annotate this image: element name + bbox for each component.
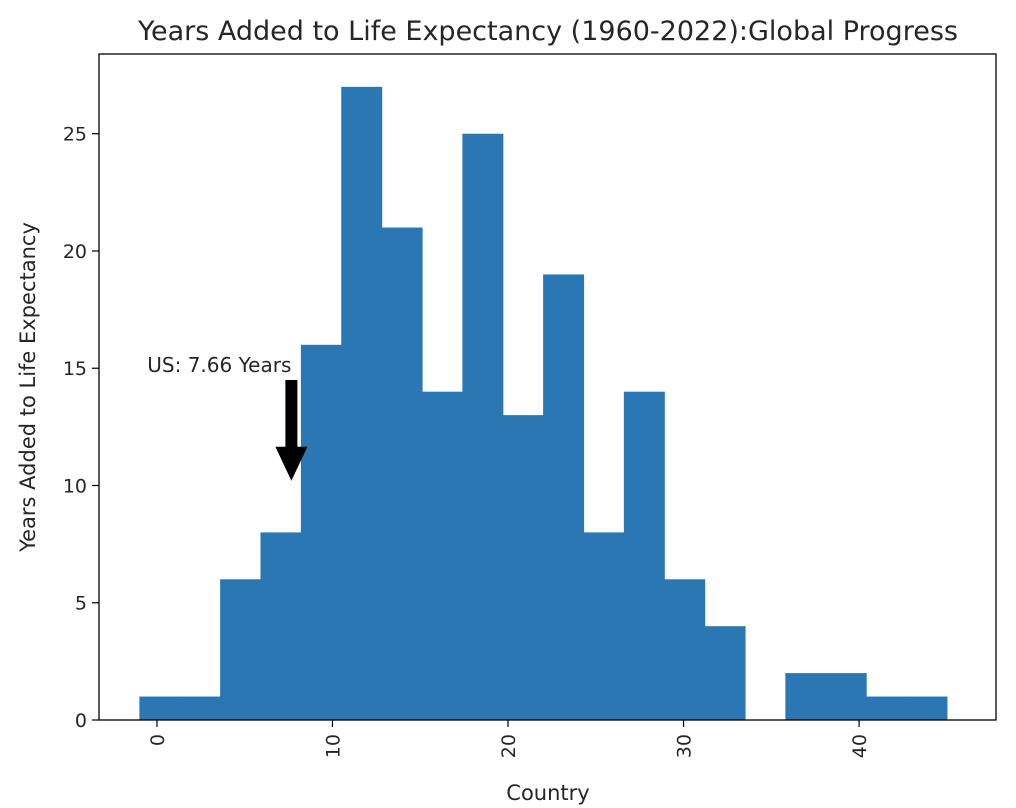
y-tick-label: 20 — [63, 241, 87, 263]
histogram-bar-9 — [502, 415, 544, 720]
y-axis-label: Years Added to Life Expectancy — [16, 222, 40, 553]
histogram-bar-12 — [623, 391, 665, 720]
bars-group — [139, 86, 948, 720]
histogram-bar-19 — [906, 696, 948, 720]
histogram-bar-2 — [220, 579, 262, 720]
annotation-group: US: 7.66 Years — [147, 353, 308, 481]
histogram-bar-7 — [421, 391, 463, 720]
histogram-bar-0 — [139, 696, 181, 720]
histogram-bar-6 — [381, 227, 423, 720]
histogram-bar-10 — [543, 274, 585, 720]
histogram-bar-18 — [866, 696, 908, 720]
histogram-bar-14 — [704, 626, 746, 720]
histogram-bar-4 — [300, 344, 342, 720]
y-tick-label: 15 — [63, 358, 87, 380]
x-tick-label: 20 — [498, 734, 520, 758]
annotation-label: US: 7.66 Years — [147, 353, 291, 377]
x-tick-label: 30 — [674, 734, 696, 758]
histogram-bar-1 — [179, 696, 221, 720]
plot-frame — [98, 53, 997, 721]
x-axis-ticks: 0 10 20 30 40 — [147, 720, 871, 758]
histogram-bar-13 — [664, 579, 706, 720]
histogram-bar-17 — [825, 673, 867, 720]
y-tick-label: 10 — [63, 475, 87, 497]
x-axis-label: Country — [506, 781, 589, 805]
histogram-bar-8 — [462, 133, 504, 720]
histogram-bar-3 — [260, 532, 302, 720]
annotation-arrow — [275, 379, 308, 481]
y-tick-label: 0 — [75, 710, 87, 732]
x-tick-label: 10 — [322, 734, 344, 758]
chart-title: Years Added to Life Expectancy (1960-202… — [137, 16, 958, 47]
x-tick-label: 0 — [147, 734, 169, 746]
x-tick-label: 40 — [849, 734, 871, 758]
y-tick-label: 5 — [75, 593, 87, 615]
y-axis-ticks: 0 5 10 15 20 25 — [63, 124, 99, 732]
histogram-bar-11 — [583, 532, 625, 720]
histogram-bar-16 — [785, 673, 827, 720]
histogram-bar-5 — [341, 86, 383, 720]
y-tick-label: 25 — [63, 124, 87, 146]
